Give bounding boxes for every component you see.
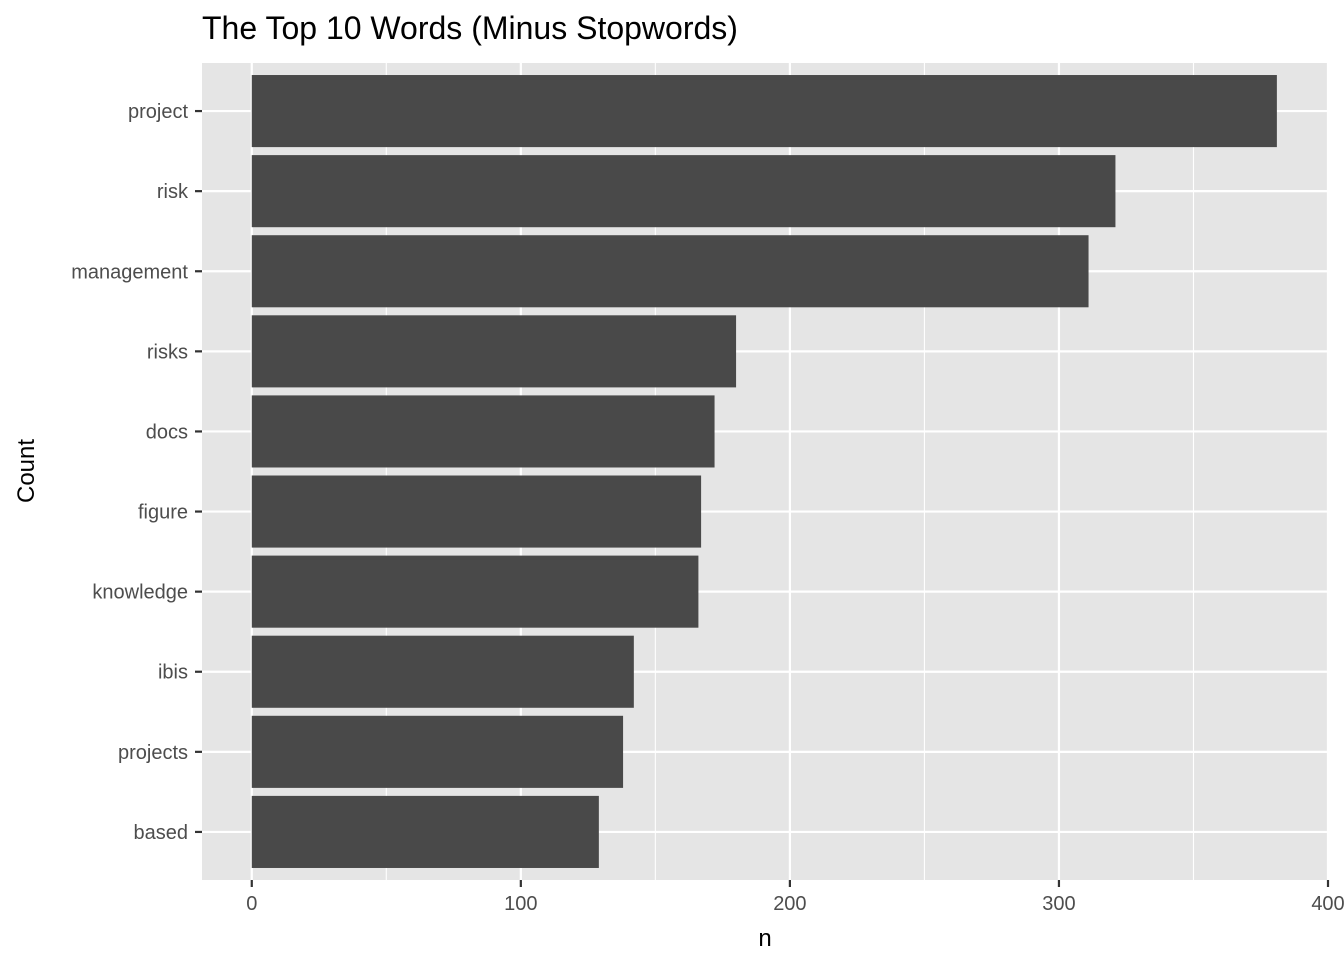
x-tick-label: 200 bbox=[773, 893, 806, 915]
x-axis-title: n bbox=[758, 925, 771, 952]
chart-title: The Top 10 Words (Minus Stopwords) bbox=[202, 10, 738, 46]
y-tick-label: project bbox=[128, 101, 188, 123]
bar-project bbox=[251, 75, 1277, 148]
bar-docs bbox=[251, 395, 715, 468]
y-tick-label: knowledge bbox=[92, 582, 188, 604]
y-tick-label: projects bbox=[118, 742, 188, 764]
y-tick-label: management bbox=[71, 261, 188, 283]
y-axis-title: Count bbox=[13, 439, 40, 503]
bar-risks bbox=[251, 315, 737, 388]
bar-knowledge bbox=[251, 555, 699, 628]
x-axis: 0 100 200 300 400 bbox=[246, 880, 1344, 915]
y-tick-label: figure bbox=[138, 502, 188, 524]
y-tick-label: based bbox=[134, 822, 189, 844]
x-tick-label: 0 bbox=[246, 893, 257, 915]
x-tick-label: 300 bbox=[1042, 893, 1075, 915]
bar-based bbox=[251, 795, 599, 868]
y-tick-label: risk bbox=[157, 181, 189, 203]
x-tick-label: 100 bbox=[504, 893, 537, 915]
bar-figure bbox=[251, 475, 702, 548]
bar-projects bbox=[251, 715, 624, 788]
y-tick-label: docs bbox=[146, 421, 188, 443]
y-axis: project risk management risks docs figure know… bbox=[71, 101, 202, 844]
y-tick-label: risks bbox=[147, 341, 188, 363]
bar-risk bbox=[251, 155, 1116, 228]
bars bbox=[251, 75, 1277, 868]
bar-ibis bbox=[251, 635, 634, 708]
y-tick-label: ibis bbox=[158, 662, 188, 684]
x-tick-label: 400 bbox=[1311, 893, 1344, 915]
bar-management bbox=[251, 235, 1089, 308]
